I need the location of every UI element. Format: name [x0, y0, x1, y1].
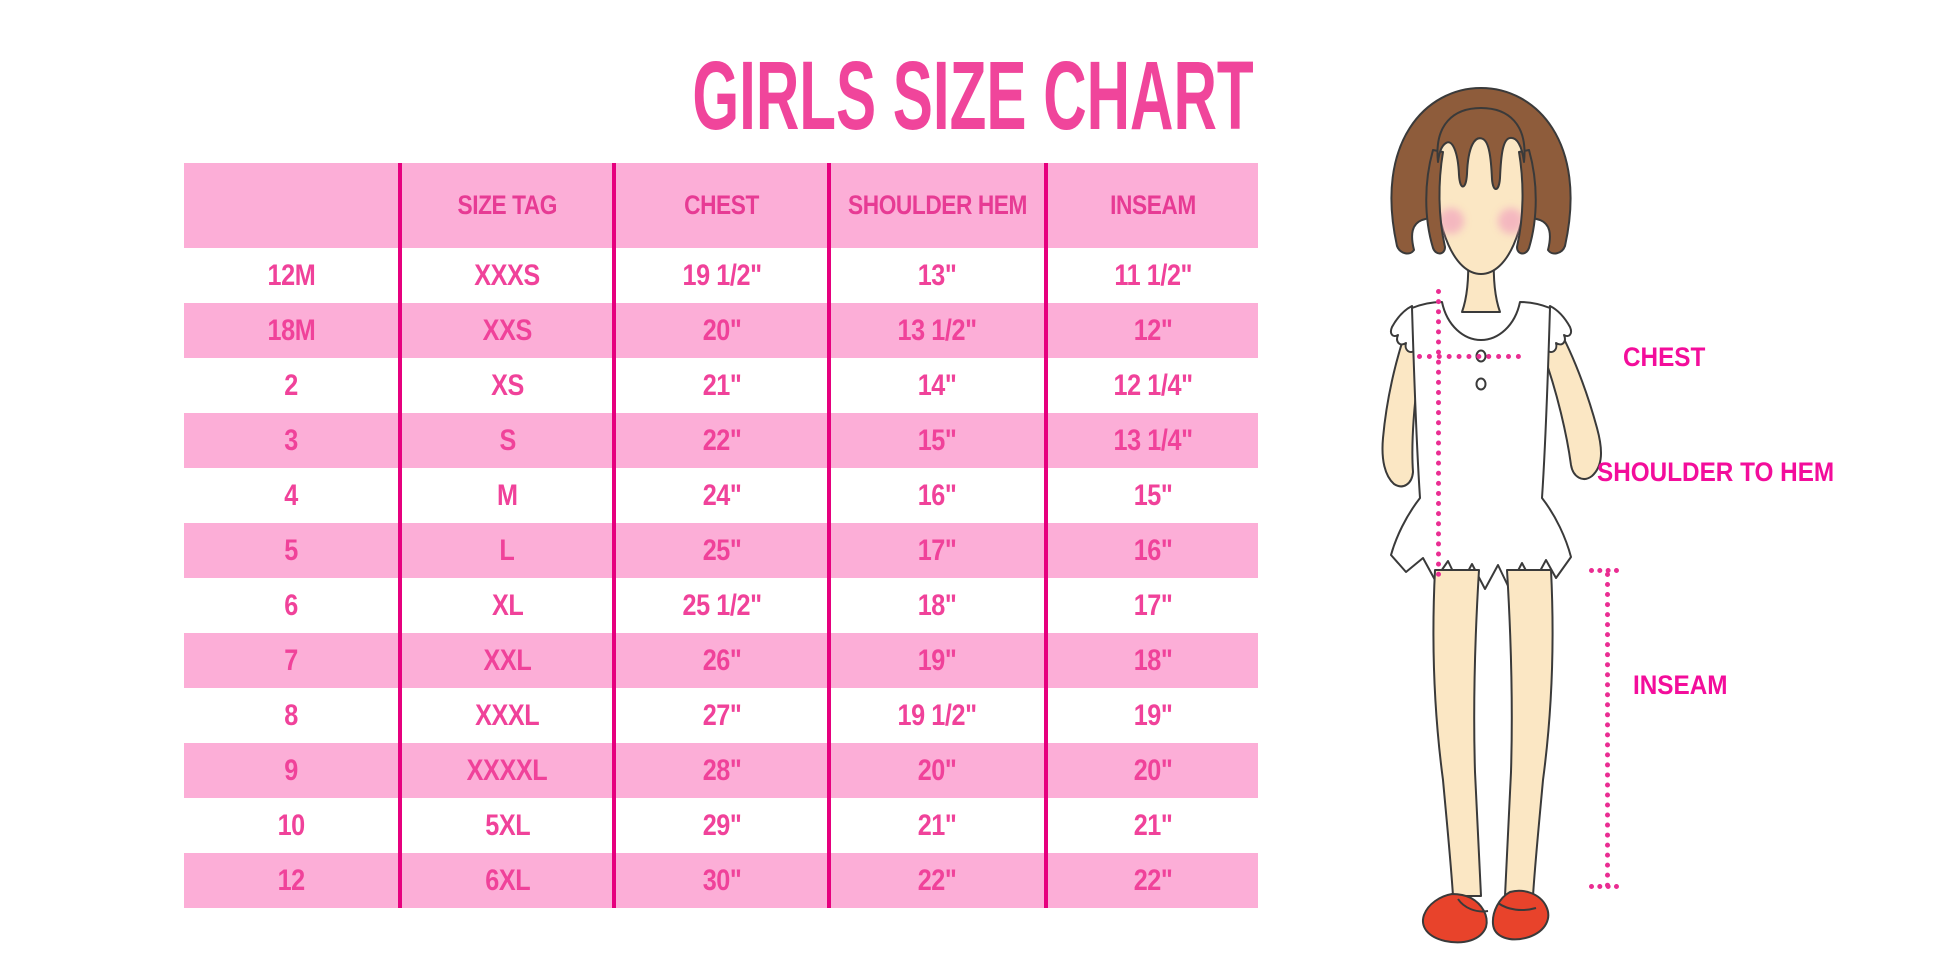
row-size-label: 4 [284, 478, 298, 512]
inseam-measure-line [1605, 572, 1610, 888]
girl-illustration [1381, 87, 1602, 944]
table-cell: 12 1/4" [1043, 358, 1258, 413]
table-cell: 21" [826, 798, 1044, 853]
table-cell: 13 1/2" [826, 303, 1044, 358]
girl-hair-lock-left [1425, 149, 1446, 255]
inseam-tick-top [1589, 568, 1619, 573]
girl-blush-left [1438, 208, 1464, 234]
table-cell: M [398, 468, 612, 523]
column-header [184, 163, 399, 248]
girl-shoe-right [1491, 889, 1550, 941]
girl-hair-bangs [1436, 107, 1526, 190]
table-cell: 15" [826, 413, 1044, 468]
table-cell: 11 1/2" [1043, 248, 1258, 303]
girl-shoe-left [1422, 893, 1488, 944]
table-cell: 6XL [398, 853, 613, 908]
table-cell: L [398, 523, 613, 578]
inseam-label: INSEAM [1633, 670, 1728, 700]
shoulder-hem-measure-line [1436, 289, 1441, 577]
table-cell: 26" [612, 633, 827, 688]
dress-button-bottom [1475, 377, 1487, 391]
table-cell: 18" [826, 578, 1044, 633]
table-cell: 16" [1043, 523, 1258, 578]
table-cell: 30" [612, 853, 827, 908]
table-cell: 15" [1043, 468, 1258, 523]
table-cell: 19 1/2" [826, 688, 1044, 743]
column-header: SIZE TAG [398, 163, 613, 248]
table-cell: 21" [612, 358, 826, 413]
table-cell: 22" [1043, 853, 1258, 908]
table-cell: XXS [398, 303, 613, 358]
girl-leg-right [1504, 569, 1554, 897]
table-cell: 20" [826, 743, 1044, 798]
table-cell: 27" [612, 688, 826, 743]
table-cell: 18" [1043, 633, 1258, 688]
table-cell: 17" [1043, 578, 1258, 633]
table-cell: 19" [1043, 688, 1258, 743]
row-size-label: 5 [184, 523, 399, 578]
table-cell: 29" [612, 798, 826, 853]
table-cell: XXL [398, 633, 613, 688]
column-header: INSEAM [1043, 163, 1258, 248]
table-cell: 22" [612, 413, 827, 468]
page-title: GIRLS SIZE CHART [692, 41, 1254, 150]
table-cell: XL [398, 578, 612, 633]
shoulder-to-hem-label: SHOULDER TO HEM [1597, 457, 1835, 487]
row-size-label: 7 [184, 633, 399, 688]
row-size-label: 12 [184, 853, 399, 908]
girl-shoe-left-strap [1457, 898, 1489, 913]
row-size-label: 18M [184, 303, 399, 358]
table-cell: 20" [1043, 743, 1258, 798]
table-cell: 17" [826, 523, 1044, 578]
table-cell: XXXS [398, 248, 612, 303]
table-cell: 14" [826, 358, 1044, 413]
chest-measure-line [1417, 354, 1521, 359]
table-cell: 24" [612, 468, 826, 523]
girl-dress [1390, 301, 1572, 590]
table-cell: 5XL [398, 798, 612, 853]
row-size-label: 3 [184, 413, 399, 468]
table-cell: S [398, 413, 613, 468]
column-header: CHEST [612, 163, 827, 248]
size-table: SIZE TAG CHEST SHOULDER HEM INSEAM 12M XXXS 19… [184, 163, 1258, 908]
table-cell: 16" [826, 468, 1044, 523]
row-size-label: 6 [284, 588, 298, 622]
table-cell: 13" [826, 248, 1044, 303]
table-cell: 12" [1043, 303, 1258, 358]
girl-leg-left [1432, 569, 1482, 897]
row-size-label: 9 [184, 743, 399, 798]
table-cell: 25 1/2" [612, 578, 826, 633]
table-cell: XS [398, 358, 612, 413]
row-size-label: 2 [284, 368, 298, 402]
table-cell: 19" [826, 633, 1044, 688]
chest-label: CHEST [1623, 342, 1706, 372]
table-cell: 21" [1043, 798, 1258, 853]
column-header: SHOULDER HEM [826, 163, 1044, 248]
row-size-label: 8 [284, 698, 298, 732]
table-cell: 20" [612, 303, 827, 358]
girl-shoe-right-strap [1497, 902, 1537, 912]
girl-hair-lock-right [1516, 149, 1537, 255]
table-cell: XXXXL [398, 743, 613, 798]
table-cell: 22" [826, 853, 1044, 908]
table-cell: XXXL [398, 688, 612, 743]
girl-blush-right [1498, 208, 1524, 234]
row-size-label: 12M [267, 258, 315, 292]
table-cell: 13 1/4" [1043, 413, 1258, 468]
table-cell: 28" [612, 743, 827, 798]
table-cell: 25" [612, 523, 827, 578]
row-size-label: 10 [277, 808, 306, 842]
inseam-tick-bottom [1589, 884, 1619, 889]
table-cell: 19 1/2" [612, 248, 826, 303]
